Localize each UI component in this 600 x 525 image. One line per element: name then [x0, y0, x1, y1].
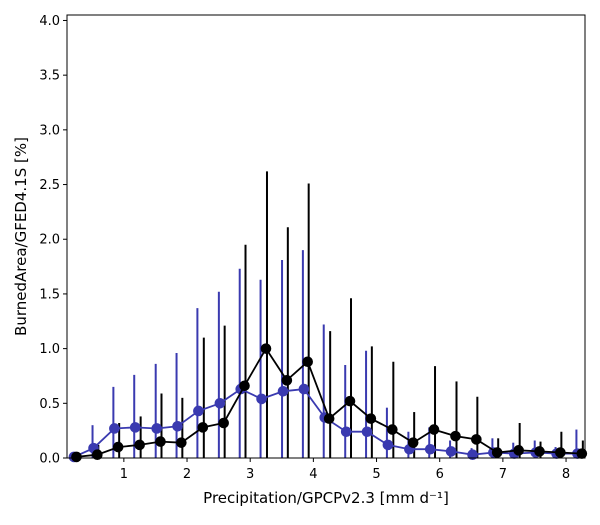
data-point: [129, 422, 141, 433]
data-point: [218, 417, 229, 429]
data-point: [193, 405, 204, 417]
x-tick-label: 3: [246, 467, 254, 482]
data-point: [71, 451, 82, 463]
data-point: [450, 430, 461, 442]
y-tick-label: 1.5: [39, 287, 60, 302]
y-tick-label: 3.0: [39, 123, 60, 138]
series-line: [73, 388, 578, 458]
data-point: [424, 443, 436, 455]
data-point: [340, 426, 352, 438]
data-point: [172, 420, 183, 432]
data-point: [302, 356, 313, 368]
data-point: [344, 395, 356, 407]
data-point: [134, 439, 145, 451]
data-point: [491, 447, 503, 458]
data-point: [382, 439, 394, 451]
data-point: [387, 424, 398, 435]
data-point: [109, 423, 120, 434]
data-point: [239, 380, 250, 392]
data-point: [112, 441, 124, 453]
x-axis-label: Precipitation/GPCPv2.3 [mm d⁻¹]: [203, 489, 449, 507]
plot-frame: [66, 14, 586, 459]
data-point: [151, 423, 163, 434]
data-point: [534, 446, 545, 457]
y-axis: 0.0 0.5 1.0 1.5 2.0 2.5 3.0 3.5 4.0: [39, 14, 67, 467]
data-point: [471, 434, 482, 445]
data-point: [197, 422, 209, 433]
data-point: [467, 449, 478, 461]
x-tick-label: 7: [499, 467, 507, 482]
data-point: [260, 343, 272, 354]
series-line: [76, 346, 582, 458]
data-point: [513, 445, 524, 456]
data-point: [92, 449, 103, 461]
y-tick-label: 4.0: [39, 14, 60, 29]
y-tick-label: 1.0: [39, 342, 60, 357]
data-point: [365, 413, 377, 424]
x-tick-label: 8: [562, 467, 570, 482]
x-tick-label: 5: [372, 467, 380, 482]
y-tick-label: 2.0: [39, 233, 60, 248]
data-point: [256, 393, 267, 405]
data-point: [277, 385, 289, 397]
y-tick-label: 3.5: [39, 69, 60, 84]
y-tick-label: 2.5: [39, 178, 60, 193]
data-point: [361, 426, 373, 438]
y-tick-label: 0.5: [39, 397, 60, 412]
x-tick-label: 6: [436, 467, 444, 482]
data-point: [155, 436, 166, 447]
x-tick-label: 4: [309, 467, 317, 482]
data-point: [407, 437, 419, 448]
x-tick-label: 2: [183, 467, 191, 482]
data-point: [428, 424, 440, 435]
y-tick-label: 0.0: [39, 452, 60, 467]
x-tick-label: 1: [120, 467, 128, 482]
series-layer: [68, 343, 588, 463]
data-point: [445, 446, 457, 457]
x-axis: 1 2 3 4 5 6 7 8: [120, 458, 570, 482]
data-point: [298, 383, 310, 395]
data-point: [214, 398, 226, 409]
data-point: [176, 437, 187, 448]
data-point: [281, 375, 293, 386]
data-point: [555, 447, 566, 458]
y-axis-label: BurnedArea/GFED4.1S [%]: [12, 137, 30, 336]
data-point: [323, 413, 335, 424]
